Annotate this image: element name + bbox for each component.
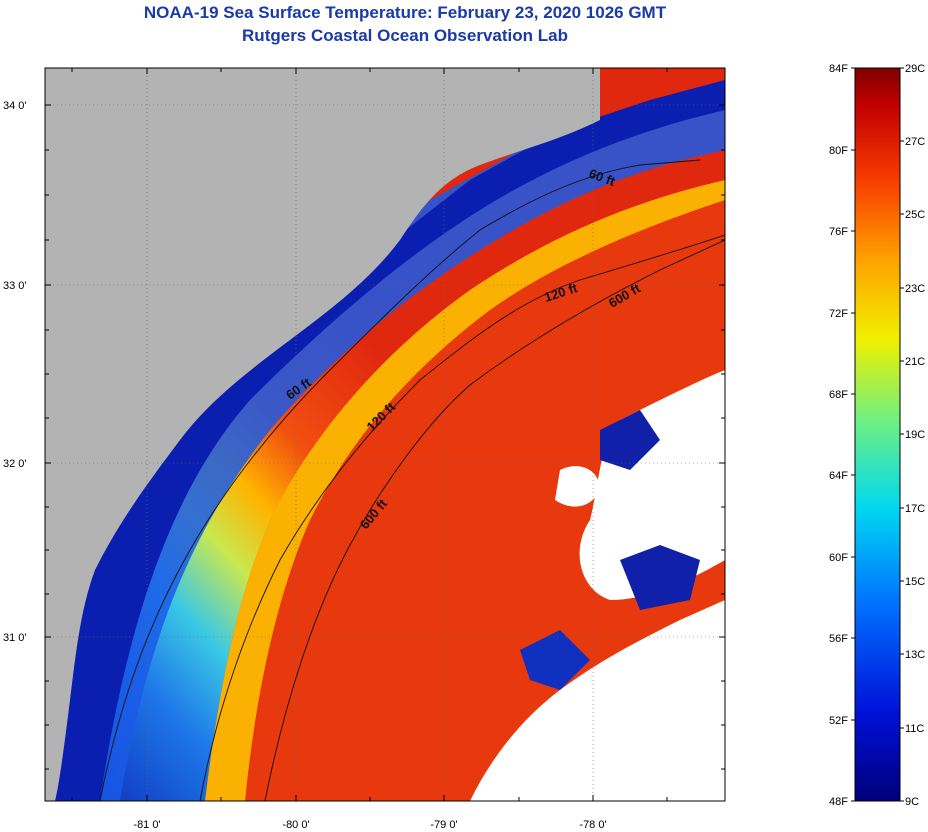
graticule [45,68,725,801]
axis-ticks [45,68,725,801]
lon-label-79: -79 0' [430,819,457,831]
colorbar-f-label: 56F [829,633,848,645]
lat-label-33: 33 0' [3,280,27,292]
contour-60ft [99,159,701,801]
colorbar-c-label: 15C [905,576,925,588]
colorbar-c-label: 27C [905,136,925,148]
colorbar-f-label: 64F [829,470,848,482]
lon-label-80: -80 0' [282,819,309,831]
colorbar-c-label: 21C [905,356,925,368]
colorbar-f-label: 48F [829,796,848,808]
colorbar-c-label: 23C [905,283,925,295]
title-line-1: NOAA-19 Sea Surface Temperature: Februar… [143,3,667,22]
colorbar-c-label: 29C [905,63,925,75]
colorbar-f-label: 76F [829,226,848,238]
colorbar-ticks-c [900,67,904,802]
map-image: 60 ft 60 ft 120 ft 120 ft 600 ft 600 ft [45,68,725,801]
colorbar-ticks-f [851,67,855,802]
cloud-patch [555,466,600,507]
cloud-edge-cold-2 [620,545,700,610]
ocean-cold-band [45,80,725,801]
lat-label-32: 32 0' [3,458,27,470]
colorbar-c-label: 13C [905,649,925,661]
colorbar-c-label: 17C [905,503,925,515]
colorbar-f-label: 80F [829,145,848,157]
lon-label-78: -78 0' [579,819,606,831]
cloud-area-south [470,600,725,801]
lat-label-34: 34 0' [3,100,27,112]
title-line-2: Rutgers Coastal Ocean Observation Lab [242,26,568,45]
colorbar-f-label: 68F [829,389,848,401]
ocean-warm-front [205,180,725,801]
colorbar: 84F 80F 76F 72F 68F 64F 60F 56F 52F 48F … [829,63,925,808]
contour-120ft [199,234,725,801]
colorbar-f-label: 72F [829,308,848,320]
cloud-edge-cold [600,410,660,470]
map-frame [44,67,726,802]
colorbar-scale [854,67,901,802]
land-area [45,68,600,801]
colorbar-c-label: 9C [905,796,919,808]
contour-600ft [264,239,725,801]
colorbar-c-label: 19C [905,429,925,441]
colorbar-f-label: 60F [829,552,848,564]
colorbar-f-label: 84F [829,63,848,75]
lon-label-81: -81 0' [133,819,160,831]
cloud-edge-cold-3 [520,630,590,690]
lat-label-31: 31 0' [3,632,27,644]
colorbar-c-label: 11C [905,723,924,735]
colorbar-f-label: 52F [829,715,848,727]
colorbar-c-label: 25C [905,209,925,221]
contour-lines [99,159,725,801]
